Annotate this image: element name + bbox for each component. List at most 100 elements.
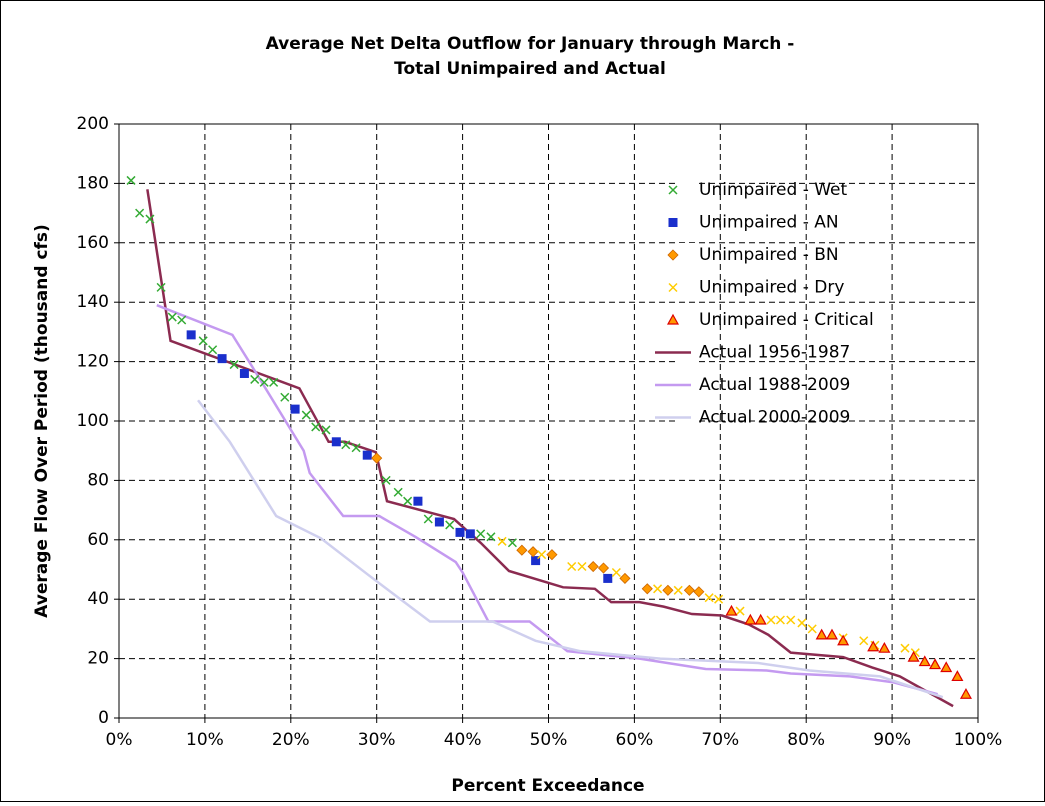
chart-title: Total Unimpaired and Actual <box>394 59 666 79</box>
marker-square <box>531 556 541 566</box>
marker-triangle <box>878 641 891 653</box>
legend-bg <box>675 308 697 332</box>
legend-bg <box>675 243 697 267</box>
legend-label: Actual 1956-1987 <box>699 343 850 363</box>
marker-square <box>455 527 465 537</box>
y-tick-label: 120 <box>77 352 109 372</box>
marker-x <box>900 643 910 653</box>
marker-diamond <box>667 249 679 261</box>
marker-diamond <box>587 560 599 573</box>
marker-square <box>413 496 423 506</box>
x-tick-label: 30% <box>358 730 396 750</box>
x-tick-label: 70% <box>701 730 739 750</box>
marker-x <box>567 561 577 572</box>
legend-label: Actual 2000-2009 <box>699 408 850 428</box>
marker-square <box>239 368 249 378</box>
marker-x <box>668 185 678 195</box>
marker-x <box>807 624 817 634</box>
marker-triangle <box>867 640 880 652</box>
marker-x <box>393 487 403 497</box>
marker-x <box>208 345 218 355</box>
marker-diamond <box>371 452 383 464</box>
marker-x <box>668 282 678 293</box>
marker-triangle <box>666 313 680 325</box>
marker-x <box>351 443 361 453</box>
marker-x <box>403 496 413 506</box>
marker-diamond <box>546 549 558 561</box>
legend-label: Unimpaired - BN <box>699 245 839 265</box>
marker-square <box>362 450 372 460</box>
marker-x <box>476 529 486 539</box>
marker-square <box>331 437 341 447</box>
y-tick-label: 180 <box>77 173 109 193</box>
marker-triangle <box>951 670 964 682</box>
marker-x <box>167 312 177 322</box>
x-tick-label: 20% <box>272 730 310 750</box>
marker-square <box>290 404 300 414</box>
marker-x <box>229 360 239 370</box>
marker-diamond <box>516 544 528 556</box>
marker-x <box>135 208 145 218</box>
legend-bg <box>675 178 697 202</box>
marker-x <box>177 315 187 325</box>
marker-triangle <box>929 658 942 670</box>
marker-triangle <box>754 613 767 625</box>
marker-x <box>775 615 785 625</box>
marker-triangle <box>907 650 920 662</box>
legend-label: Unimpaired - Wet <box>699 180 848 200</box>
legend-label: Unimpaired - Dry <box>699 278 844 298</box>
marker-x <box>537 550 547 560</box>
marker-x <box>341 440 351 450</box>
x-tick-label: 0% <box>106 730 133 750</box>
marker-diamond <box>693 586 705 598</box>
marker-x <box>259 377 269 387</box>
marker-x <box>786 615 796 625</box>
marker-square <box>217 354 227 364</box>
marker-x <box>673 585 683 595</box>
marker-x <box>280 392 290 402</box>
y-tick-label: 80 <box>87 470 109 490</box>
marker-x <box>250 374 260 384</box>
marker-triangle <box>940 661 953 673</box>
marker-x <box>423 514 433 524</box>
marker-diamond <box>662 584 674 596</box>
legend-label: Unimpaired - Critical <box>699 310 874 330</box>
y-tick-label: 40 <box>87 589 109 609</box>
marker-x <box>269 377 279 387</box>
marker-triangle <box>725 604 738 616</box>
marker-x <box>735 606 745 616</box>
legend-label: Unimpaired - AN <box>699 213 839 233</box>
x-tick-label: 60% <box>616 730 654 750</box>
marker-x <box>704 593 714 603</box>
marker-square <box>465 529 475 539</box>
marker-square <box>603 573 613 583</box>
marker-x <box>497 536 507 546</box>
x-tick-label: 100% <box>954 730 1003 750</box>
marker-x <box>301 410 311 420</box>
series-line <box>197 399 944 699</box>
marker-x <box>797 618 807 628</box>
marker-diamond <box>619 572 631 584</box>
marker-triangle <box>837 634 850 646</box>
x-tick-label: 50% <box>530 730 568 750</box>
x-tick-label: 40% <box>444 730 482 750</box>
marker-x <box>714 594 724 604</box>
marker-x <box>311 422 321 432</box>
marker-x <box>577 561 587 572</box>
x-tick-label: 80% <box>787 730 825 750</box>
x-axis-label: Percent Exceedance <box>451 776 644 796</box>
marker-x <box>766 615 776 625</box>
marker-triangle <box>815 628 828 640</box>
marker-x <box>445 520 455 530</box>
y-tick-label: 60 <box>87 530 109 550</box>
y-tick-label: 20 <box>87 649 109 669</box>
x-tick-label: 10% <box>186 730 224 750</box>
legend-label: Actual 1988-2009 <box>699 375 850 395</box>
marker-diamond <box>683 584 695 596</box>
marker-x <box>145 214 155 224</box>
marker-x <box>859 636 869 646</box>
chart-title: Average Net Delta Outflow for January th… <box>266 34 795 54</box>
y-tick-label: 160 <box>77 233 109 253</box>
marker-diamond <box>597 562 610 574</box>
y-tick-label: 200 <box>77 114 109 134</box>
